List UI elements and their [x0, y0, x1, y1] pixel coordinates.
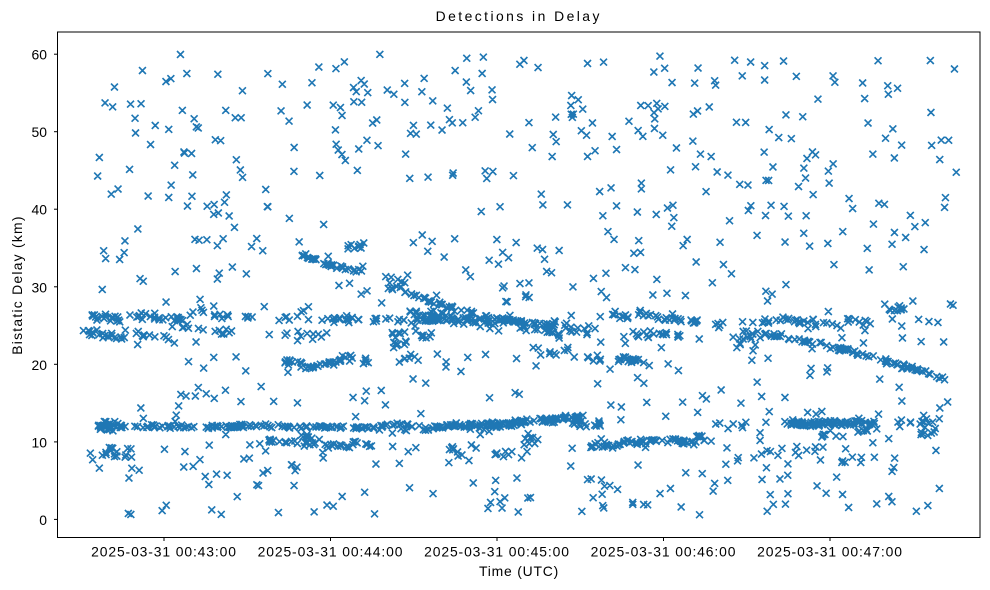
- svg-text:0: 0: [39, 512, 47, 528]
- svg-text:Bistatic Delay (km): Bistatic Delay (km): [9, 215, 25, 355]
- svg-text:2025-03-31 00:47:00: 2025-03-31 00:47:00: [757, 544, 903, 560]
- svg-text:2025-03-31 00:44:00: 2025-03-31 00:44:00: [258, 544, 404, 560]
- svg-text:60: 60: [32, 47, 48, 63]
- svg-text:30: 30: [32, 279, 48, 295]
- svg-text:Detections in Delay: Detections in Delay: [436, 8, 602, 24]
- svg-text:2025-03-31 00:46:00: 2025-03-31 00:46:00: [591, 544, 737, 560]
- svg-text:Time (UTC): Time (UTC): [479, 563, 559, 579]
- svg-text:40: 40: [32, 202, 48, 218]
- svg-text:10: 10: [32, 434, 48, 450]
- svg-text:20: 20: [32, 357, 48, 373]
- svg-text:2025-03-31 00:45:00: 2025-03-31 00:45:00: [424, 544, 570, 560]
- svg-text:50: 50: [32, 124, 48, 140]
- svg-text:2025-03-31 00:43:00: 2025-03-31 00:43:00: [91, 544, 237, 560]
